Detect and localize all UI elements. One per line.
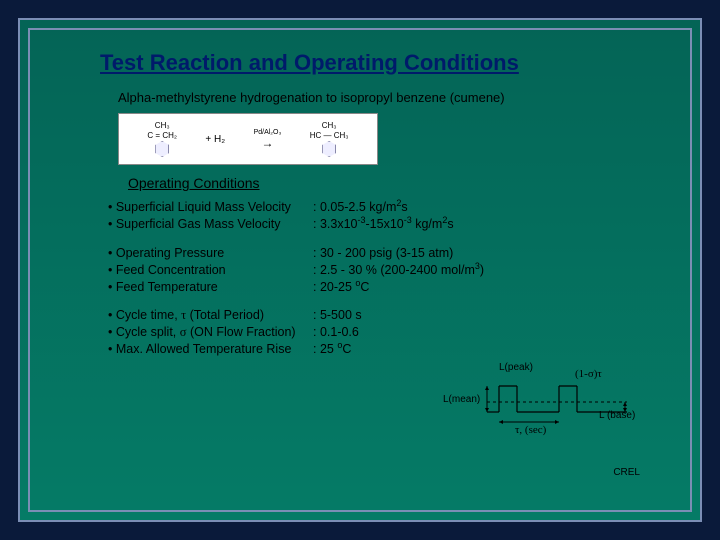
reactant-top: CH₃ (155, 121, 170, 130)
reaction-arrow: Pd/Al₂O₃ → (254, 129, 282, 150)
feed-temp-value: : 20-25 oC (313, 279, 369, 296)
lbase-label: L (base) (599, 410, 635, 421)
cycle-split-label: • Cycle split, σ (ON Flow Fraction) (108, 324, 313, 341)
cycle-time-value: : 5-500 s (313, 307, 362, 324)
gas-mass-vel-label: • Superficial Gas Mass Velocity (108, 216, 313, 233)
feed-conc-label: • Feed Concentration (108, 262, 313, 279)
page-title: Test Reaction and Operating Conditions (100, 50, 650, 76)
pressure-value: : 30 - 200 psig (3-15 atm) (313, 245, 453, 262)
operating-conditions-heading: Operating Conditions (128, 175, 650, 191)
xaxis-label: τ, (sec) (515, 424, 546, 436)
feed-conc-value: : 2.5 - 30 % (200-2400 mol/m3) (313, 262, 484, 279)
sigma-tau-label: (1-σ)τ (575, 368, 602, 380)
reaction-scheme: CH₃ C = CH₂ + H₂ Pd/Al₂O₃ → CH₃ HC — CH₃ (118, 113, 378, 165)
reactant-molecule: CH₃ C = CH₂ (147, 121, 177, 157)
product-top: CH₃ (322, 121, 337, 130)
lpeak-label: L(peak) (499, 362, 533, 373)
plus-h2: + H₂ (205, 134, 225, 145)
benzene-ring-icon (322, 141, 336, 157)
mass-velocity-block: • Superficial Liquid Mass Velocity : 0.0… (108, 199, 650, 233)
feed-temp-label: • Feed Temperature (108, 279, 313, 296)
slide-frame-inner: Test Reaction and Operating Conditions A… (28, 28, 692, 512)
arrow-icon: → (261, 136, 273, 150)
lmean-label: L(mean) (443, 394, 480, 405)
liq-mass-vel-label: • Superficial Liquid Mass Velocity (108, 199, 313, 216)
max-temp-rise-value: : 25 oC (313, 341, 351, 358)
benzene-ring-icon (155, 141, 169, 157)
reaction-subtitle: Alpha-methylstyrene hydrogenation to iso… (118, 90, 650, 105)
reactant-mid: C = CH₂ (147, 131, 177, 140)
cycle-split-value: : 0.1-0.6 (313, 324, 359, 341)
footer-credit: CREL (613, 467, 640, 478)
slide-content: Test Reaction and Operating Conditions A… (80, 50, 650, 480)
operating-block: • Operating Pressure : 30 - 200 psig (3-… (108, 245, 650, 296)
product-mid: HC — CH₃ (310, 131, 349, 140)
slide-frame-outer: Test Reaction and Operating Conditions A… (18, 18, 702, 522)
liq-mass-vel-value: : 0.05-2.5 kg/m2s (313, 199, 408, 216)
cycle-block: • Cycle time, τ (Total Period) : 5-500 s… (108, 307, 650, 358)
pressure-label: • Operating Pressure (108, 245, 313, 262)
catalyst-label: Pd/Al₂O₃ (254, 129, 282, 136)
cycle-time-label: • Cycle time, τ (Total Period) (108, 307, 313, 324)
gas-mass-vel-value: : 3.3x10-3-15x10-3 kg/m2s (313, 216, 454, 233)
max-temp-rise-label: • Max. Allowed Temperature Rise (108, 341, 313, 358)
pulse-diagram: L(peak) (1-σ)τ L(mean) L (base) τ, (sec) (447, 360, 642, 438)
product-molecule: CH₃ HC — CH₃ (310, 121, 349, 157)
